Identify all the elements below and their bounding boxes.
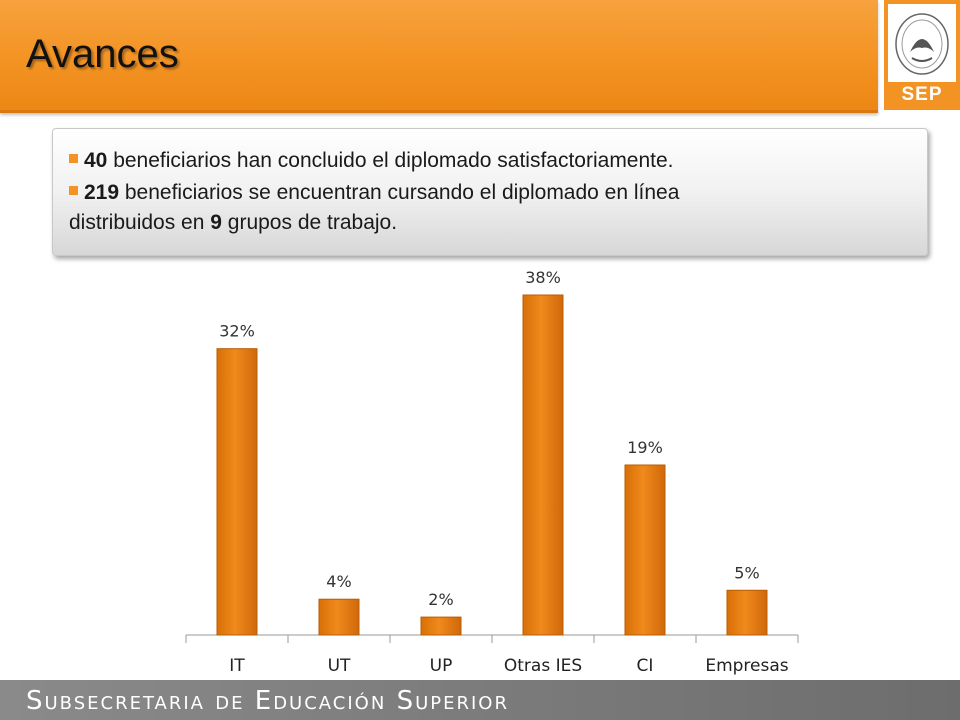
bar-ut (318, 598, 360, 636)
summary-box: 40 beneficiarios han concluido el diplom… (52, 128, 928, 256)
concluded-count: 40 (84, 149, 108, 172)
groups-prefix: distribuidos en (69, 211, 211, 234)
bar-otras-ies (522, 294, 564, 636)
bar-chart: 32% IT 4% UT 2% UP 38% Otras IES 19% CI 5% Empresas (185, 268, 799, 676)
bullet-icon (69, 186, 78, 195)
summary-line-2: 219 beneficiarios se encuentran cursando… (69, 177, 919, 209)
footer-bar: Subsecretaria de Educación Superior (0, 680, 960, 720)
data-label: 19% (627, 438, 663, 457)
logo-panel (888, 4, 956, 82)
data-label: 32% (219, 322, 255, 341)
x-tick-label: UP (430, 656, 453, 676)
enrolled-text: beneficiarios se encuentran cursando el … (119, 181, 680, 204)
bar-it (216, 348, 258, 636)
bar-empresas (726, 589, 768, 636)
x-tick-label: Empresas (705, 656, 788, 676)
data-label: 4% (326, 572, 351, 591)
coat-of-arms-icon (895, 13, 949, 75)
summary-line-1: 40 beneficiarios han concluido el diplom… (69, 145, 919, 177)
bar-up (420, 616, 462, 636)
sep-logo: SEP (884, 0, 960, 110)
page-title: Avances (26, 32, 179, 76)
bullet-icon (69, 154, 78, 163)
footer-title: Subsecretaria de Educación Superior (26, 686, 509, 716)
data-label: 2% (428, 590, 453, 609)
groups-count: 9 (210, 211, 222, 234)
x-tick-label: IT (229, 656, 245, 676)
x-tick-label: CI (637, 656, 654, 676)
sep-label: SEP (901, 84, 943, 105)
header-bar: Avances (0, 0, 878, 113)
summary-line-3: distribuidos en 9 grupos de trabajo. (69, 207, 919, 239)
data-label: 38% (525, 268, 561, 287)
bar-ci (624, 464, 666, 636)
groups-text: grupos de trabajo. (221, 211, 398, 234)
concluded-text: beneficiarios han concluido el diplomado… (107, 149, 674, 172)
x-tick-label: Otras IES (504, 656, 582, 676)
x-tick-label: UT (328, 656, 351, 676)
enrolled-count: 219 (84, 181, 120, 204)
data-label: 5% (734, 563, 759, 582)
